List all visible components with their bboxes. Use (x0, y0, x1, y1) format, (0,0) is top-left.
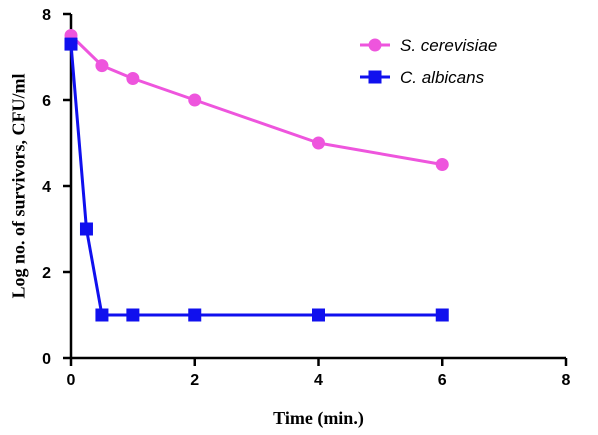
data-point (188, 308, 202, 322)
legend: S. cerevisiae C. albicans (360, 36, 497, 87)
x-tick-label: 2 (190, 372, 199, 389)
legend-label: S. cerevisiae (400, 36, 497, 55)
legend-marker (368, 70, 382, 84)
legend-marker (368, 38, 382, 52)
series-line (69, 34, 443, 166)
x-tick-label: 8 (562, 372, 571, 389)
y-tick-label: 0 (42, 351, 51, 368)
legend-item: S. cerevisiae (360, 36, 497, 55)
data-point (126, 72, 140, 85)
data-point (64, 37, 78, 51)
x-tick-label: 0 (67, 372, 76, 389)
data-point (188, 93, 202, 107)
data-point (126, 308, 140, 322)
data-point (79, 222, 93, 236)
data-point (95, 59, 109, 73)
y-tick-label: 2 (42, 265, 51, 282)
y-tick-label: 4 (42, 179, 51, 196)
axes: 0 2 4 6 8 0 2 4 6 8 (42, 7, 570, 389)
data-point (435, 158, 449, 171)
y-ticks: 0 2 4 6 8 (42, 7, 71, 368)
data-point (95, 308, 109, 322)
x-tick-label: 4 (314, 372, 323, 389)
data-point (312, 136, 325, 150)
series-1 (64, 29, 449, 171)
y-tick-label: 6 (42, 93, 51, 110)
series-2 (64, 37, 449, 322)
data-point (435, 308, 449, 322)
data-point (312, 308, 325, 322)
x-axis-title: Time (min.) (273, 408, 364, 429)
x-tick-label: 6 (438, 372, 447, 389)
y-axis-title: Log no. of survivors, CFU/ml (8, 74, 28, 299)
series-line (69, 43, 443, 317)
y-tick-label: 8 (42, 7, 51, 24)
legend-label: C. albicans (400, 68, 485, 87)
x-ticks: 0 2 4 6 8 (67, 358, 571, 389)
legend-item: C. albicans (360, 68, 485, 87)
plot-area (64, 29, 449, 322)
